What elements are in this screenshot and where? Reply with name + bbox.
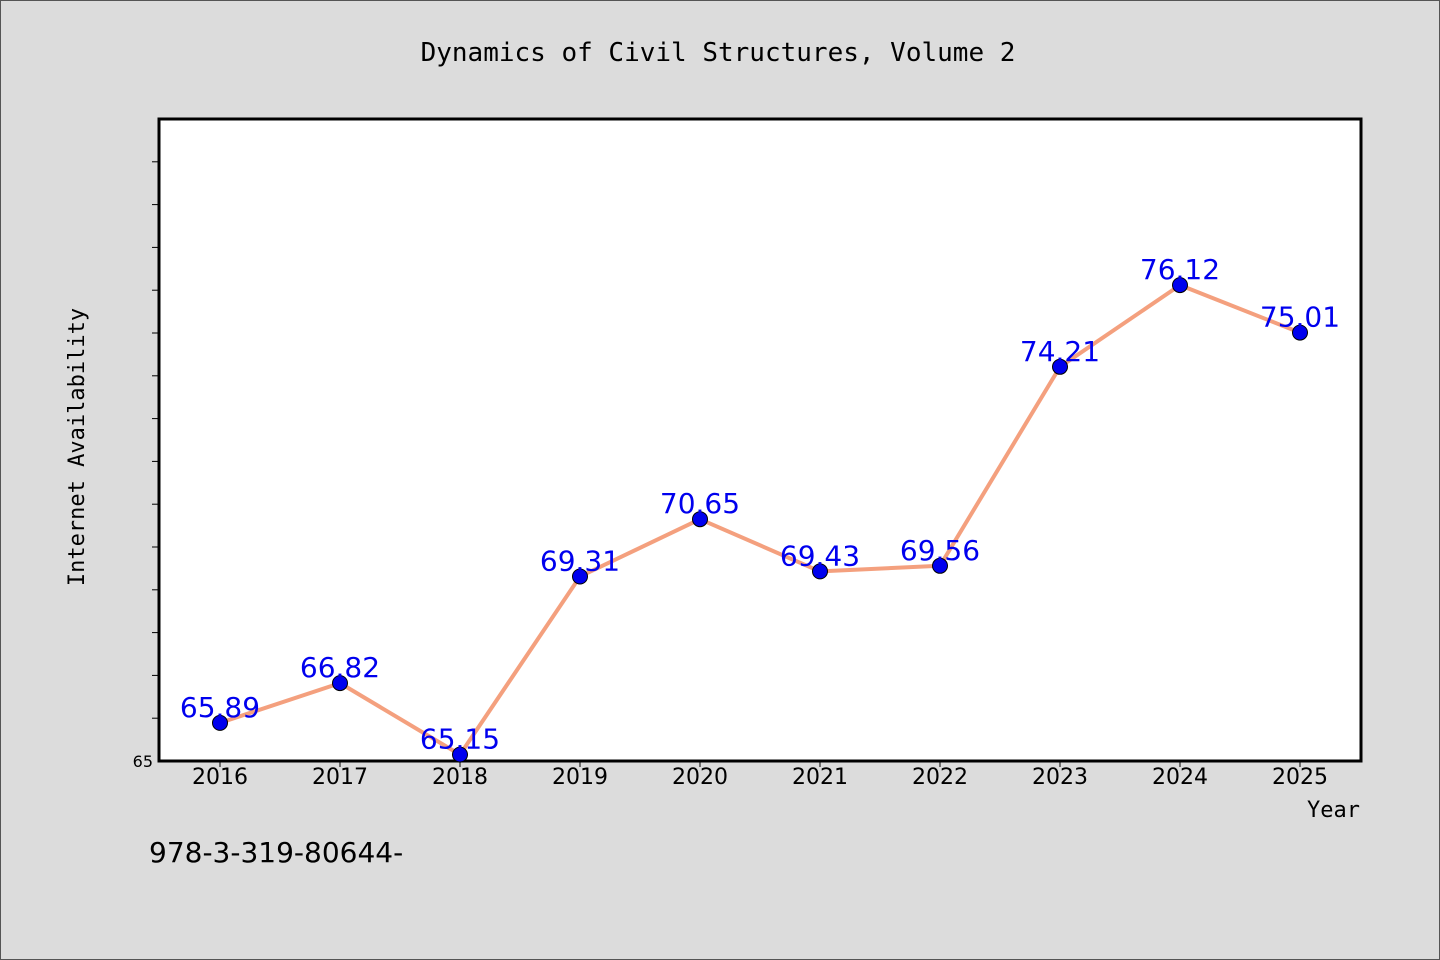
x-tick-label: 2018 [432, 765, 488, 790]
x-tick-label: 2025 [1272, 765, 1328, 790]
x-axis-label: Year [1307, 798, 1360, 823]
data-label: 76.12 [1140, 253, 1220, 286]
data-point-marker [692, 511, 708, 528]
x-tick-label: 2024 [1152, 765, 1208, 790]
data-label: 69.56 [900, 534, 980, 567]
x-tick-label: 2017 [312, 765, 368, 790]
data-label: 70.65 [660, 487, 740, 520]
x-tick-label: 2023 [1032, 765, 1088, 790]
data-point-marker [932, 557, 948, 574]
footer-isbn-text: 978-3-319-80644- [149, 836, 403, 869]
data-point-marker [1052, 358, 1068, 375]
data-point-marker [212, 714, 228, 731]
x-tick-label: 2020 [672, 765, 728, 790]
data-label: 69.43 [780, 539, 860, 572]
x-tick-label: 2016 [192, 765, 248, 790]
data-label: 66.82 [300, 651, 380, 684]
data-point-marker [452, 746, 468, 763]
series-line [219, 283, 1301, 757]
x-tick-label: 2019 [552, 765, 608, 790]
data-point-marker [332, 675, 348, 692]
data-label: 65.15 [420, 723, 500, 756]
x-tick-label: 2022 [912, 765, 968, 790]
y-tick-label: 65 [133, 752, 153, 771]
data-point-marker [1172, 277, 1188, 294]
chart-title: Dynamics of Civil Structures, Volume 2 [421, 38, 1016, 68]
data-point-marker [572, 568, 588, 585]
data-label-layer: 65.89 66.82 65.15 69.31 70.65 69.43 69.56 74.21… [180, 253, 1340, 755]
data-label: 65.89 [180, 691, 260, 724]
y-axis-ticks: 65 [133, 161, 159, 771]
x-axis-ticks: 2016 2017 2018 2019 2020 2021 2022 2023 2024 2025 [192, 761, 1328, 790]
data-label: 69.31 [540, 545, 620, 578]
data-label: 74.21 [1020, 335, 1100, 368]
data-label: 75.01 [1260, 301, 1340, 334]
y-axis-label: Internet Availability [65, 308, 90, 586]
series-layer [212, 277, 1308, 763]
data-point-marker [812, 563, 828, 580]
x-tick-label: 2021 [792, 765, 848, 790]
plot-area [157, 117, 1363, 763]
data-point-marker [1292, 324, 1308, 341]
